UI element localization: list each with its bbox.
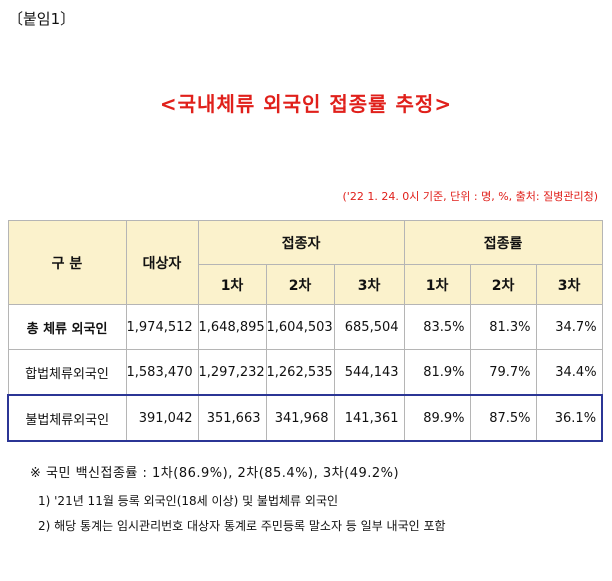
- target-count: 391,042: [125, 394, 199, 442]
- footnote-2: 2) 해당 통계는 임시관리번호 대상자 통계로 주민등록 말소자 등 일부 내…: [38, 519, 446, 533]
- vaccinated-dose-3: 141,361: [333, 394, 405, 442]
- header-rate-dose-3: 3차: [535, 264, 603, 305]
- vaccinated-dose-1: 1,297,232: [197, 349, 267, 396]
- row-label: 합법체류외국인: [7, 349, 127, 396]
- rate-dose-2: 79.7%: [469, 349, 537, 396]
- target-count: 1,583,470: [125, 349, 199, 396]
- rate-dose-1: 89.9%: [403, 394, 471, 442]
- attachment-label: 〔붙임1〕: [8, 10, 76, 28]
- vaccinated-dose-2: 1,604,503: [265, 304, 335, 350]
- rate-dose-2: 87.5%: [469, 394, 537, 442]
- header-rate-dose-2: 2차: [469, 264, 537, 305]
- header-vaccinated-dose-2: 2차: [265, 264, 335, 305]
- vaccinated-dose-1: 351,663: [197, 394, 267, 442]
- rate-dose-3: 34.7%: [535, 304, 603, 350]
- rate-dose-2: 81.3%: [469, 304, 537, 350]
- row-label: 총 체류 외국인: [7, 304, 127, 350]
- rate-dose-1: 81.9%: [403, 349, 471, 396]
- source-note: ('22 1. 24. 0시 기준, 단위 : 명, %, 출처: 질병관리청): [342, 190, 598, 203]
- rate-dose-3: 34.4%: [535, 349, 603, 396]
- national-vaccination-note: ※ 국민 백신접종률 : 1차(86.9%), 2차(85.4%), 3차(49…: [30, 466, 400, 481]
- rate-dose-3: 36.1%: [535, 394, 604, 442]
- header-rate: 접종률: [403, 220, 603, 265]
- footnote-1: 1) '21년 11월 등록 외국인(18세 이상) 및 불법체류 외국인: [38, 494, 339, 508]
- vaccinated-dose-2: 341,968: [265, 394, 335, 442]
- rate-dose-1: 83.5%: [403, 304, 471, 350]
- table-row-illegal: 불법체류외국인 391,042 351,663 341,968 141,361 …: [7, 394, 604, 442]
- document-title: <국내체류 외국인 접종률 추정>: [159, 92, 453, 116]
- vaccinated-dose-3: 544,143: [333, 349, 405, 396]
- header-vaccinated-dose-3: 3차: [333, 264, 405, 305]
- target-count: 1,974,512: [125, 304, 199, 350]
- header-target: 대상자: [125, 220, 199, 305]
- vaccination-table: 구 분 대상자 접종자 접종률 1차 2차 3차 1차 2차 3차 총 체류 외…: [7, 220, 604, 442]
- table-row-legal: 합법체류외국인 1,583,470 1,297,232 1,262,535 54…: [7, 349, 603, 396]
- table-row-total: 총 체류 외국인 1,974,512 1,648,895 1,604,503 6…: [7, 304, 603, 350]
- vaccinated-dose-3: 685,504: [333, 304, 405, 350]
- header-vaccinated-dose-1: 1차: [197, 264, 267, 305]
- vaccinated-dose-1: 1,648,895: [197, 304, 267, 350]
- row-label: 불법체류외국인: [7, 394, 127, 442]
- header-category: 구 분: [7, 220, 127, 305]
- header-vaccinated: 접종자: [197, 220, 405, 265]
- vaccinated-dose-2: 1,262,535: [265, 349, 335, 396]
- header-rate-dose-1: 1차: [403, 264, 471, 305]
